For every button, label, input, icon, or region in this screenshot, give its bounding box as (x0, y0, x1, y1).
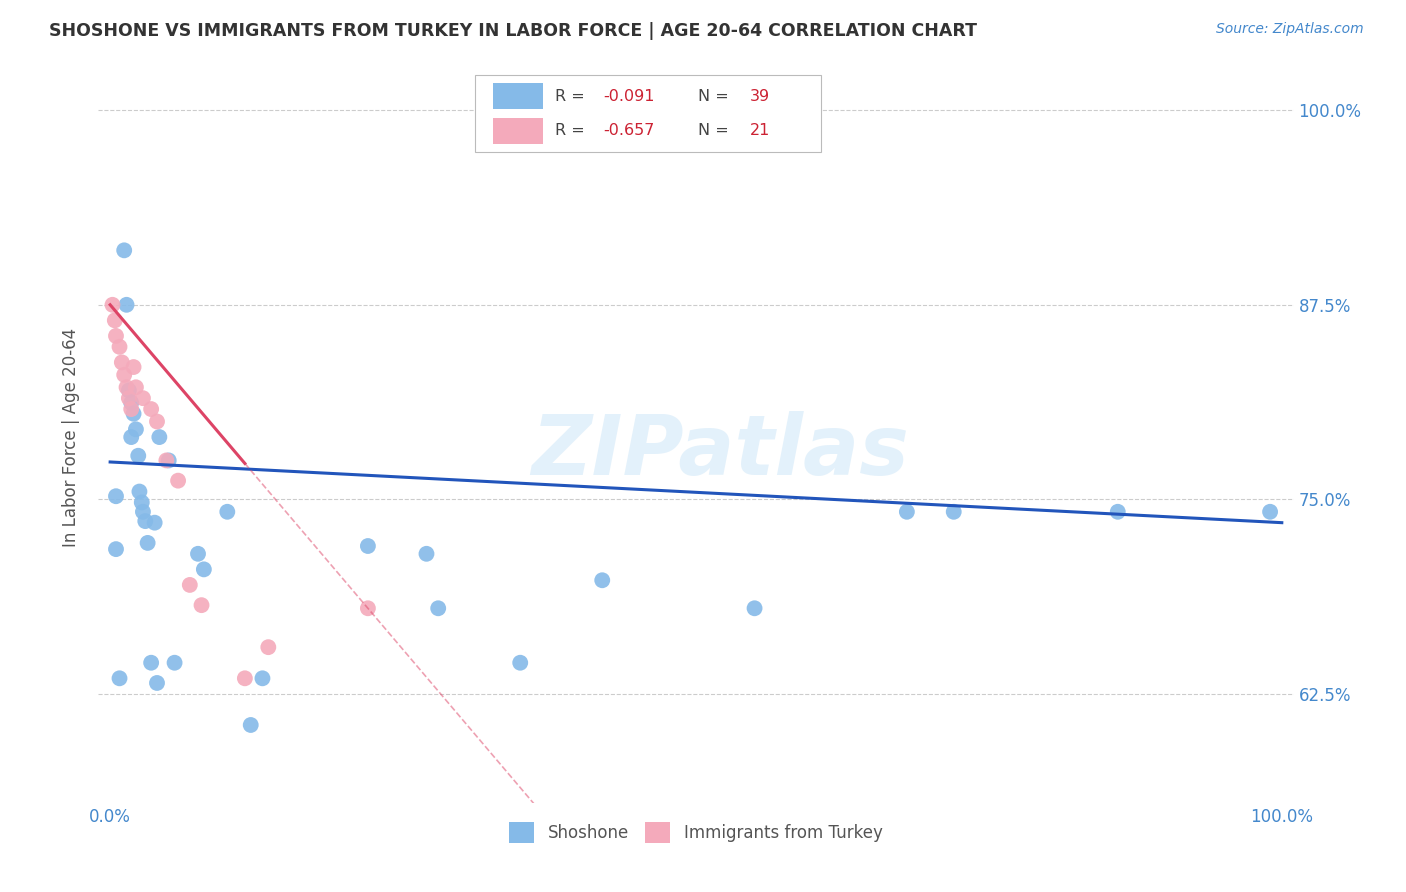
Point (118, 384, 141, 398)
Point (112, 244, 135, 258)
Point (105, 329, 128, 343)
Point (101, 298, 124, 312)
Point (115, 298, 138, 312)
Point (155, 453, 177, 467)
Point (146, 676, 169, 690)
Point (105, 489, 128, 503)
Point (141, 402, 163, 417)
Point (744, 601, 766, 615)
Point (239, 718, 262, 732)
FancyBboxPatch shape (494, 83, 543, 109)
Text: R =: R = (555, 123, 591, 138)
Point (143, 516, 166, 530)
Point (167, 474, 190, 488)
FancyBboxPatch shape (475, 75, 821, 152)
Point (122, 407, 145, 421)
Point (132, 505, 155, 519)
Point (190, 598, 212, 612)
Point (896, 505, 918, 519)
Point (120, 430, 142, 444)
Y-axis label: In Labor Force | Age 20-64: In Labor Force | Age 20-64 (62, 327, 80, 547)
Point (252, 671, 274, 685)
Point (193, 562, 215, 576)
Text: R =: R = (555, 88, 591, 103)
Point (125, 380, 148, 394)
Point (146, 415, 169, 429)
Point (179, 578, 201, 592)
Text: -0.657: -0.657 (603, 123, 654, 138)
Text: ZIPatlas: ZIPatlas (531, 411, 908, 492)
Point (157, 453, 180, 467)
Point (357, 539, 380, 553)
Point (125, 422, 148, 436)
Point (257, 640, 280, 655)
Point (134, 514, 156, 528)
Point (108, 340, 131, 354)
Point (187, 547, 209, 561)
Point (104, 313, 127, 327)
Point (136, 536, 159, 550)
Point (415, 547, 437, 561)
Point (217, 505, 239, 519)
Point (148, 430, 170, 444)
Point (132, 391, 155, 405)
Point (115, 380, 138, 394)
Point (120, 396, 142, 410)
Point (509, 656, 531, 670)
Point (163, 656, 186, 670)
Point (233, 671, 256, 685)
FancyBboxPatch shape (494, 118, 543, 144)
Point (120, 402, 142, 417)
Point (1258, 505, 1281, 519)
Legend: Shoshone, Immigrants from Turkey: Shoshone, Immigrants from Turkey (502, 815, 890, 849)
Text: -0.091: -0.091 (603, 88, 654, 103)
Point (122, 359, 145, 374)
Point (427, 601, 450, 615)
Point (111, 355, 134, 369)
Point (118, 391, 141, 405)
Point (112, 368, 135, 382)
Point (105, 542, 128, 557)
Text: 21: 21 (749, 123, 770, 138)
Point (1107, 505, 1129, 519)
Point (127, 449, 149, 463)
Point (141, 656, 163, 670)
Text: N =: N = (699, 88, 734, 103)
Point (108, 671, 131, 685)
Point (128, 484, 150, 499)
Point (131, 495, 153, 509)
Text: N =: N = (699, 123, 734, 138)
Point (357, 601, 380, 615)
Point (591, 574, 613, 588)
Point (942, 505, 965, 519)
Text: Source: ZipAtlas.com: Source: ZipAtlas.com (1216, 22, 1364, 37)
Text: SHOSHONE VS IMMIGRANTS FROM TURKEY IN LABOR FORCE | AGE 20-64 CORRELATION CHART: SHOSHONE VS IMMIGRANTS FROM TURKEY IN LA… (49, 22, 977, 40)
Text: 39: 39 (749, 88, 770, 103)
